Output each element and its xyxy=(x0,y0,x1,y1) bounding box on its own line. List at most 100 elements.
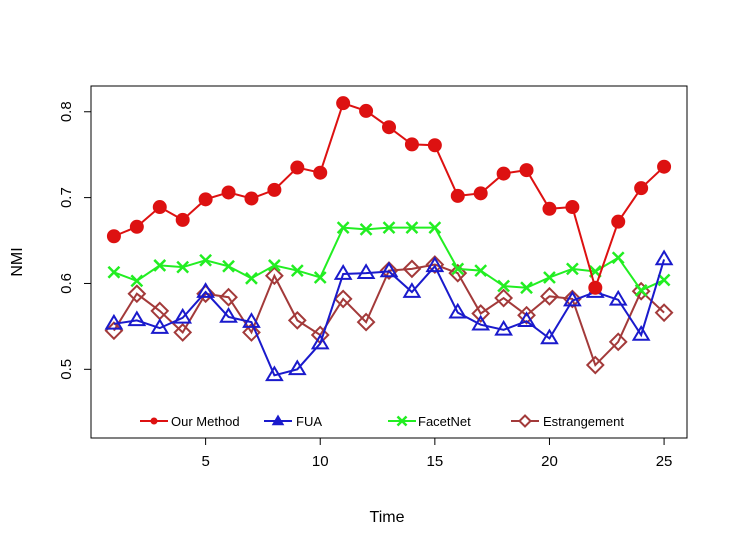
data-point-facetnet-stroke xyxy=(520,281,533,295)
data-point-facetnet xyxy=(130,274,144,288)
series-facetnet xyxy=(107,221,671,297)
series-estrangement xyxy=(104,255,674,375)
data-point-fua xyxy=(150,318,170,334)
legend-label-estrangement: Estrangement xyxy=(543,414,624,429)
plot-frame xyxy=(90,85,688,439)
data-point-our-method xyxy=(382,120,396,135)
data-point-estrangement xyxy=(356,312,376,332)
data-point-estrangement xyxy=(287,310,307,330)
x-tick-label: 25 xyxy=(656,453,673,470)
data-point-our-method xyxy=(519,163,534,178)
data-point-fua xyxy=(333,264,353,280)
data-point-estrangement xyxy=(264,266,284,286)
data-point-facetnet xyxy=(290,264,304,277)
data-point-facetnet xyxy=(176,260,190,274)
data-point-estrangement xyxy=(402,259,422,279)
data-point-facetnet xyxy=(474,264,488,277)
data-point-our-method xyxy=(221,185,236,200)
data-point-facetnet xyxy=(566,262,579,276)
data-point-fua xyxy=(104,313,124,330)
data-point-estrangement xyxy=(425,255,445,274)
data-point-fua xyxy=(402,282,422,298)
y-tick-label: 0.5 xyxy=(58,359,75,380)
data-point-facetnet xyxy=(428,221,442,235)
data-point-estrangement xyxy=(173,322,193,342)
legend: Our Method FUA FacetNet Estrangement xyxy=(140,414,624,429)
data-point-facetnet xyxy=(543,271,556,284)
data-point-fua xyxy=(540,328,559,345)
data-point-our-method xyxy=(450,188,465,203)
data-point-facetnet-stroke xyxy=(313,271,327,284)
series-our-method xyxy=(106,96,672,295)
data-point-facetnet-stroke xyxy=(497,279,510,293)
data-point-facetnet xyxy=(451,262,465,276)
data-point-facetnet xyxy=(634,283,648,297)
data-point-facetnet xyxy=(359,222,373,236)
data-point-our-method xyxy=(657,159,672,174)
data-point-facetnet xyxy=(657,273,671,287)
y-tick-label: 0.8 xyxy=(58,101,75,122)
data-point-fua xyxy=(287,359,307,376)
data-point-estrangement xyxy=(517,305,536,325)
data-point-estrangement xyxy=(379,261,399,280)
data-point-fua xyxy=(265,365,284,382)
legend-item-facetnet: FacetNet xyxy=(388,414,471,429)
data-point-fua xyxy=(471,314,491,331)
legend-item-fua: FUA xyxy=(264,414,322,429)
data-point-our-method xyxy=(175,212,190,227)
x-tick-label: 5 xyxy=(201,453,209,470)
data-point-facetnet xyxy=(313,271,327,284)
data-point-our-method xyxy=(106,229,121,244)
data-point-estrangement xyxy=(448,263,468,283)
legend-label-fua: FUA xyxy=(296,414,322,429)
data-point-facetnet-stroke xyxy=(268,259,281,272)
data-point-facetnet-stroke xyxy=(405,221,419,235)
data-point-fua xyxy=(654,249,674,266)
data-point-our-method xyxy=(542,201,557,216)
data-point-fua xyxy=(127,310,147,327)
data-point-facetnet xyxy=(107,265,121,279)
data-point-facetnet-stroke xyxy=(611,251,625,265)
data-point-estrangement xyxy=(494,288,514,308)
data-point-facetnet xyxy=(245,271,258,285)
legend-marker-estrangement xyxy=(518,414,532,428)
series-line-fua xyxy=(113,259,666,377)
y-tick-label: 0.7 xyxy=(58,187,75,208)
data-point-facetnet-stroke xyxy=(130,274,144,288)
x-tick-label: 20 xyxy=(541,453,558,470)
data-point-fua xyxy=(242,312,261,328)
data-point-facetnet-stroke xyxy=(382,221,396,235)
data-point-facetnet-stroke xyxy=(634,283,648,297)
x-tick-label: 15 xyxy=(427,453,444,470)
legend-marker-facetnet xyxy=(396,415,408,427)
data-point-our-method xyxy=(152,200,167,215)
y-axis-label: NMI xyxy=(9,247,26,276)
data-point-estrangement xyxy=(471,304,491,323)
data-point-fua xyxy=(563,290,582,307)
legend-label-facetnet: FacetNet xyxy=(418,414,471,429)
data-point-our-method xyxy=(611,214,626,229)
data-point-our-method xyxy=(244,191,259,206)
data-point-our-method xyxy=(290,160,305,175)
axes: 5 10 15 20 25 0.5 0.6 0.7 0.8 xyxy=(58,101,672,470)
data-point-facetnet xyxy=(268,259,281,272)
data-point-fua xyxy=(173,307,193,324)
series-group xyxy=(104,96,674,382)
data-point-facetnet-stroke xyxy=(657,273,671,287)
data-point-estrangement xyxy=(654,303,674,323)
data-point-estrangement xyxy=(562,289,582,309)
data-point-estrangement xyxy=(585,355,605,375)
data-point-facetnet-stroke xyxy=(543,271,556,284)
legend-marker-fua xyxy=(271,414,285,426)
data-point-our-method xyxy=(129,219,144,234)
data-point-facetnet-stroke xyxy=(290,264,304,277)
data-point-our-method xyxy=(588,280,603,295)
x-tick-label: 10 xyxy=(312,453,329,470)
data-point-fua xyxy=(631,325,651,341)
data-point-facetnet-stroke xyxy=(176,260,190,274)
data-point-fua xyxy=(196,282,215,298)
data-point-facetnet-stroke xyxy=(153,259,167,272)
data-point-estrangement xyxy=(219,287,238,307)
data-point-our-method xyxy=(496,166,511,181)
